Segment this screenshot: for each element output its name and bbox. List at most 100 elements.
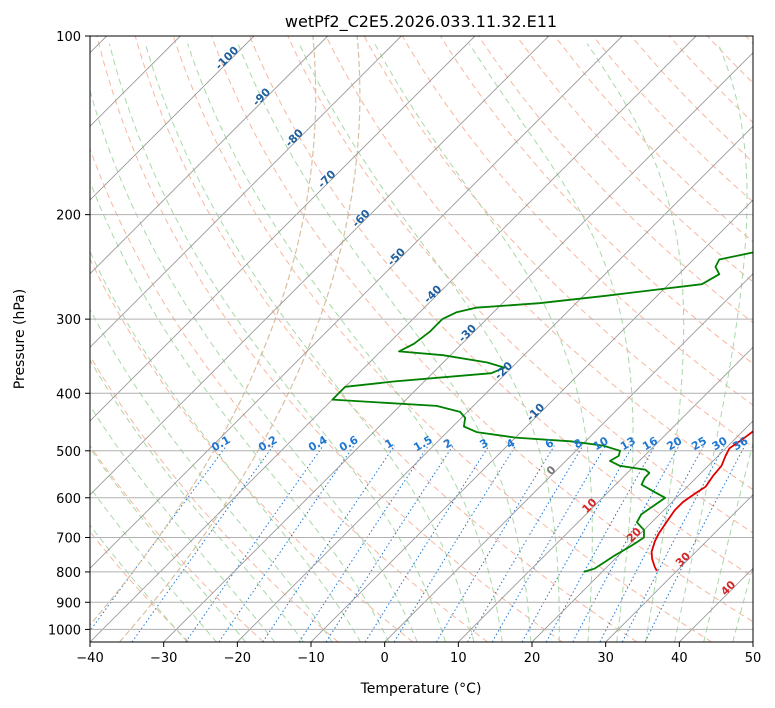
dry-adiabat xyxy=(401,36,753,406)
moist-adiabat xyxy=(187,43,503,642)
temperature-line xyxy=(650,430,753,572)
reference-curve xyxy=(119,36,361,642)
grid-lines xyxy=(90,36,753,642)
isotherm-line xyxy=(531,420,753,642)
moist-adiabat xyxy=(732,564,753,642)
mixing-ratio-line xyxy=(599,445,705,642)
moist-adiabat xyxy=(90,180,390,642)
x-tick-label: −20 xyxy=(224,651,251,666)
mixing-ratio-line xyxy=(572,445,680,642)
isotherm-label: -90 xyxy=(250,85,273,108)
y-tick-label: 1000 xyxy=(48,623,81,638)
moist-adiabat xyxy=(674,43,748,642)
mixing-ratio-line xyxy=(262,445,396,642)
mixing-ratio-line xyxy=(90,445,227,632)
mixing-ratio-line xyxy=(467,445,584,642)
y-tick-label: 200 xyxy=(56,209,81,224)
plot-frame xyxy=(89,35,754,643)
isotherm-line xyxy=(90,36,550,496)
mixing-ratio-label: 2 xyxy=(441,436,454,451)
mixing-ratio-line xyxy=(131,445,274,642)
y-tick-label: 700 xyxy=(56,532,81,547)
dry-adiabat xyxy=(134,36,638,642)
moist-adiabat xyxy=(237,43,532,642)
y-tick-label: 100 xyxy=(56,30,81,45)
series-lines xyxy=(331,251,753,573)
isotherm-line xyxy=(457,346,753,642)
moist-adiabat-label: 40 xyxy=(718,578,738,598)
isotherm-line xyxy=(90,36,697,642)
moist-adiabat xyxy=(586,43,685,642)
y-axis: 100 200 300 400 500 600 700 800 900 1000 xyxy=(48,30,90,638)
y-tick-label: 900 xyxy=(56,596,81,611)
y-axis-label: Pressure (hPa) xyxy=(12,289,28,389)
mixing-ratio-line xyxy=(364,445,490,642)
y-tick-label: 500 xyxy=(56,445,81,460)
x-tick-label: −30 xyxy=(150,651,177,666)
moist-adiabat-label: 30 xyxy=(673,549,693,569)
y-tick-label: 400 xyxy=(56,387,81,402)
isotherm-line xyxy=(90,36,623,569)
dry-adiabat xyxy=(90,530,190,642)
dry-adiabat xyxy=(90,354,339,642)
isotherm-label: -70 xyxy=(315,167,338,190)
x-axis: −40 −30 −20 −10 0 10 20 30 40 50 xyxy=(76,642,761,666)
isotherm-line xyxy=(90,36,255,201)
x-tick-label: 0 xyxy=(381,651,389,666)
moist-adiabat xyxy=(90,447,247,642)
moist-adiabat xyxy=(374,43,593,642)
mixing-ratio-label: 3 xyxy=(477,436,490,451)
mixing-ratio-line xyxy=(325,445,454,642)
dewpoint-line xyxy=(331,251,753,573)
x-axis-label: Temperature (°C) xyxy=(360,681,482,697)
isotherm-line xyxy=(236,125,753,642)
dry-adiabat xyxy=(707,36,753,84)
background-lines xyxy=(90,36,753,642)
isotherm-line xyxy=(310,199,753,642)
y-tick-label: 300 xyxy=(56,313,81,328)
mixing-ratio-line xyxy=(435,445,555,642)
isotherm-label: -50 xyxy=(385,245,408,268)
isotherm-line xyxy=(90,36,329,275)
isotherm-line xyxy=(163,52,753,642)
moist-adiabat-label: 10 xyxy=(580,496,600,516)
isotherm-label: -10 xyxy=(524,401,547,424)
dry-adiabat xyxy=(478,36,753,324)
x-tick-label: −10 xyxy=(297,651,324,666)
mixing-ratio-line xyxy=(644,445,746,642)
dry-adiabat xyxy=(96,36,563,642)
moist-adiabat xyxy=(468,43,634,642)
dry-adiabat xyxy=(592,36,753,203)
x-tick-label: −40 xyxy=(76,651,103,666)
dry-adiabat xyxy=(325,36,753,491)
dry-adiabat xyxy=(211,36,753,623)
mixing-ratio-line xyxy=(545,445,656,642)
moist-adiabat xyxy=(703,441,753,642)
isotherm-line xyxy=(90,36,402,348)
y-tick-label: 800 xyxy=(56,566,81,581)
moist-adiabat xyxy=(90,486,218,642)
moist-adiabat xyxy=(90,404,276,642)
moist-adiabat xyxy=(298,43,560,642)
mixing-ratio-line xyxy=(185,445,324,642)
dry-adiabat xyxy=(90,444,264,642)
x-tick-label: 50 xyxy=(745,651,762,666)
isotherm-label: -100 xyxy=(213,44,242,73)
moist-adiabat xyxy=(90,308,333,642)
isotherm-line xyxy=(605,494,753,642)
moist-adiabat xyxy=(144,43,475,642)
moist-adiabat xyxy=(108,43,447,642)
dry-adiabat xyxy=(516,36,753,283)
x-tick-label: 40 xyxy=(671,651,688,666)
isotherm-label: -40 xyxy=(421,282,444,305)
isotherm-line xyxy=(384,273,753,642)
dry-adiabat xyxy=(90,257,414,642)
dry-adiabat xyxy=(630,36,753,163)
isotherm-line xyxy=(752,641,753,642)
mixing-ratio-label: 6 xyxy=(543,436,556,451)
moist-adiabat xyxy=(90,524,188,642)
x-tick-label: 30 xyxy=(597,651,614,666)
mixing-ratio-line xyxy=(621,445,725,642)
isotherm-label: -30 xyxy=(456,321,479,344)
